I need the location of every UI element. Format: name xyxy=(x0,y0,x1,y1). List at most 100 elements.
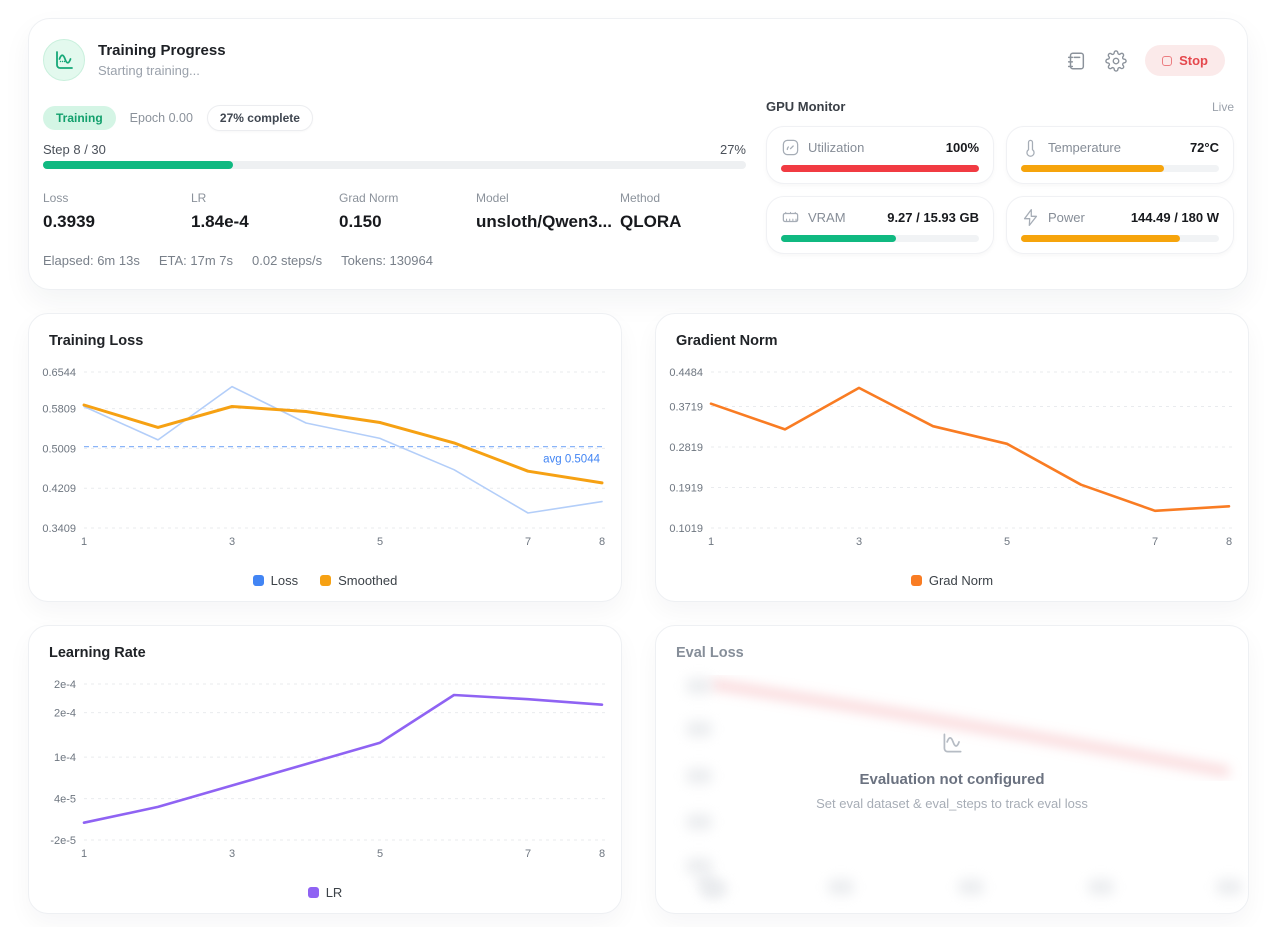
training-progress-card: Training Progress Starting training... xyxy=(28,18,1248,290)
epoch-label: Epoch 0.00 xyxy=(129,111,193,125)
stop-icon xyxy=(1162,55,1173,66)
gpu-card-value: 100% xyxy=(945,140,979,155)
stop-button[interactable]: Stop xyxy=(1145,45,1225,76)
eta-label: ETA: 17m 7s xyxy=(158,253,234,268)
legend-label: Loss xyxy=(270,573,299,588)
gpu-cards-grid: Utilization 100% Temperature 72°C xyxy=(766,126,1234,254)
legend-item-loss[interactable]: Loss xyxy=(252,573,299,588)
gpu-monitor: GPU Monitor Live Utilization 100% xyxy=(766,99,1234,254)
x-tick-label: 7 xyxy=(1152,536,1158,548)
stat-label: Model xyxy=(476,191,509,205)
x-tick-label: 8 xyxy=(1226,536,1232,548)
live-indicator: Live xyxy=(1211,99,1234,114)
x-tick-label: 7 xyxy=(525,848,531,860)
x-tick-label: 5 xyxy=(377,848,383,860)
legend-item-grad-norm[interactable]: Grad Norm xyxy=(910,573,994,588)
gear-icon xyxy=(1105,49,1127,72)
app-logo xyxy=(43,39,85,81)
gpu-card-vram: VRAM 9.27 / 15.93 GB xyxy=(766,196,994,254)
gpu-bar xyxy=(1021,165,1219,172)
gpu-card-label: Power xyxy=(1048,210,1085,225)
x-tick-label: 3 xyxy=(229,848,235,860)
legend-label: Grad Norm xyxy=(928,573,994,588)
x-tick-label: 7 xyxy=(525,536,531,548)
eval-empty-subtext: Set eval dataset & eval_steps to track e… xyxy=(816,796,1088,811)
stat-lr: LR 1.84e-4 xyxy=(191,191,339,232)
y-tick-label: 0.5809 xyxy=(42,404,76,416)
gpu-card-utilization: Utilization 100% xyxy=(766,126,994,184)
header-text: Training Progress Starting training... xyxy=(98,42,226,78)
gauge-icon xyxy=(782,139,799,156)
badge-row: Training Epoch 0.00 27% complete xyxy=(43,105,313,131)
gpu-card-value: 9.27 / 15.93 GB xyxy=(887,210,979,225)
gpu-monitor-title: GPU Monitor xyxy=(766,99,846,114)
y-tick-label: 1e-4 xyxy=(54,752,76,764)
x-tick-label: 5 xyxy=(377,536,383,548)
gpu-card-label: Utilization xyxy=(808,140,865,155)
x-tick-label: 3 xyxy=(229,536,235,548)
tokens-label: Tokens: 130964 xyxy=(341,253,433,268)
chart-title: Eval Loss xyxy=(676,645,744,661)
page-title: Training Progress xyxy=(98,42,226,59)
chart-logo-icon xyxy=(56,51,73,69)
y-tick-label: 0.4484 xyxy=(669,367,703,379)
gpu-bar xyxy=(781,165,979,172)
y-tick-label: 0.1019 xyxy=(669,523,703,535)
log-book-icon xyxy=(1068,51,1085,70)
y-tick-label: 0.5009 xyxy=(42,443,76,455)
stat-value: unsloth/Qwen3... xyxy=(476,212,613,231)
learning-rate-chart: 2e-4 2e-4 1e-4 4e-5 -2e-5 1 3 5 7 8 xyxy=(50,679,606,860)
status-message: Starting training... xyxy=(98,63,200,78)
stat-model: Model unsloth/Qwen3... xyxy=(476,191,620,232)
stat-value: 1.84e-4 xyxy=(191,212,249,231)
eval-empty-heading: Evaluation not configured xyxy=(859,771,1045,788)
x-tick-label: 3 xyxy=(856,536,862,548)
gpu-card-power: Power 144.49 / 180 W xyxy=(1006,196,1234,254)
stat-label: LR xyxy=(191,191,207,205)
gpu-card-temperature: Temperature 72°C xyxy=(1006,126,1234,184)
chart-legend: Loss Smoothed xyxy=(29,573,621,588)
y-tick-label: 4e-5 xyxy=(54,794,76,806)
gpu-bar-fill xyxy=(781,235,897,242)
progress-bar xyxy=(43,161,746,169)
blurred-tick xyxy=(686,768,712,784)
gpu-bar xyxy=(1021,235,1219,242)
x-tick-label: 1 xyxy=(708,536,714,548)
stats-row: Loss 0.3939 LR 1.84e-4 Grad Norm 0.150 M… xyxy=(43,191,681,232)
elapsed-label: Elapsed: 6m 13s xyxy=(43,253,140,268)
gpu-bar-fill xyxy=(1021,235,1180,242)
stat-label: Loss xyxy=(43,191,69,205)
chart-title: Gradient Norm xyxy=(676,333,778,349)
gradient-norm-card: 0.4484 0.3719 0.2819 0.1919 0.1019 1 3 5 7 8 Grad… xyxy=(655,313,1249,602)
gpu-bar-fill xyxy=(1021,165,1164,172)
series-line-loss xyxy=(83,385,603,514)
eval-empty-state: Evaluation not configured Set eval datas… xyxy=(656,730,1248,811)
gpu-monitor-header: GPU Monitor Live xyxy=(766,99,1234,114)
logs-button[interactable] xyxy=(1065,50,1087,72)
y-tick-label: 0.2819 xyxy=(669,442,703,454)
gpu-bar xyxy=(781,235,979,242)
gpu-card-value: 72°C xyxy=(1189,140,1219,155)
meta-row: Elapsed: 6m 13s ETA: 17m 7s 0.02 steps/s… xyxy=(43,253,433,268)
legend-item-lr[interactable]: LR xyxy=(307,885,343,900)
stat-method: Method QLORA xyxy=(620,191,681,232)
y-tick-label: 0.6544 xyxy=(42,367,76,379)
legend-label: LR xyxy=(325,885,343,900)
y-tick-label: 2e-4 xyxy=(54,708,76,720)
learning-rate-card: 2e-4 2e-4 1e-4 4e-5 -2e-5 1 3 5 7 8 Learning Rate… xyxy=(28,625,622,914)
speed-label: 0.02 steps/s xyxy=(252,253,323,268)
eval-loss-card: Eval Loss Evaluation not configured Set … xyxy=(655,625,1249,914)
settings-button[interactable] xyxy=(1105,49,1127,72)
stop-button-label: Stop xyxy=(1179,53,1208,68)
status-badge: Training xyxy=(43,106,116,130)
legend-swatch xyxy=(307,887,319,898)
stat-grad-norm: Grad Norm 0.150 xyxy=(339,191,476,232)
header-actions: Stop xyxy=(1065,45,1225,76)
legend-item-smoothed[interactable]: Smoothed xyxy=(320,573,397,588)
stat-loss: Loss 0.3939 xyxy=(43,191,191,232)
avg-label: avg 0.5044 xyxy=(543,454,601,466)
blurred-tick xyxy=(958,879,984,895)
eval-blurred-line xyxy=(710,679,1230,777)
gpu-card-label: Temperature xyxy=(1048,140,1121,155)
